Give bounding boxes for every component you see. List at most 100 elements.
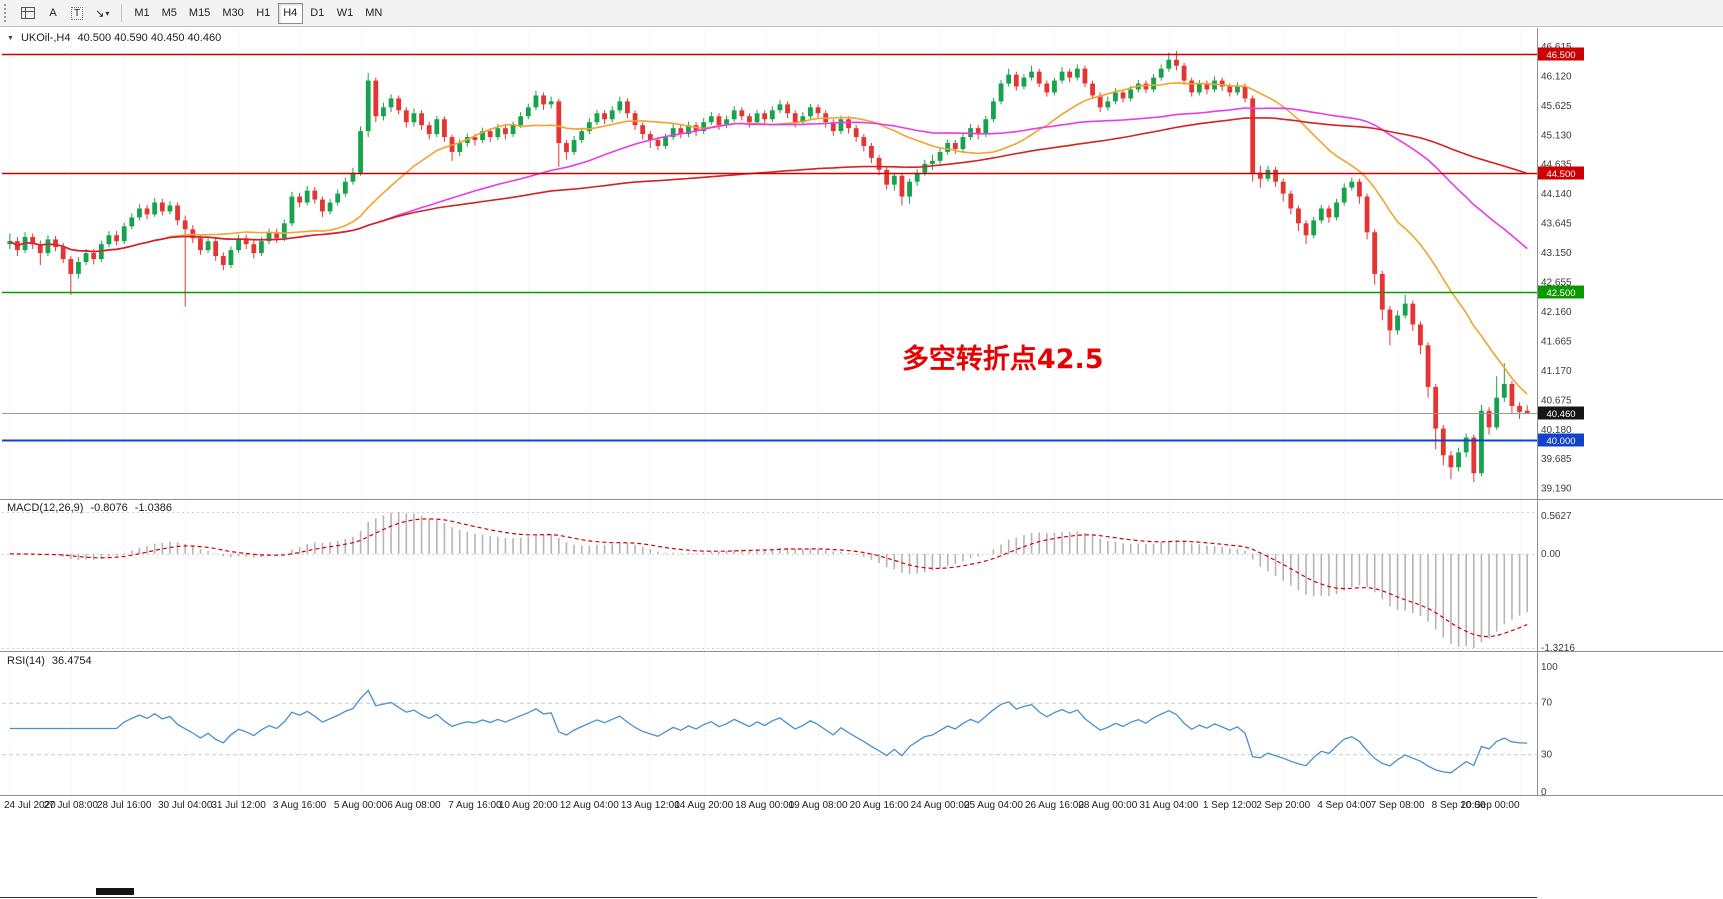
svg-text:28 Jul 16:00: 28 Jul 16:00 bbox=[97, 800, 152, 811]
svg-text:41.170: 41.170 bbox=[1541, 366, 1572, 377]
svg-text:13 Aug 12:00: 13 Aug 12:00 bbox=[621, 800, 680, 811]
text-label-icon: T bbox=[71, 6, 84, 20]
svg-text:8 Sep 20:00: 8 Sep 20:00 bbox=[1432, 800, 1486, 811]
svg-text:40.180: 40.180 bbox=[1541, 425, 1572, 436]
svg-text:41.665: 41.665 bbox=[1541, 336, 1572, 347]
svg-text:7 Aug 16:00: 7 Aug 16:00 bbox=[448, 800, 502, 811]
svg-text:46.500: 46.500 bbox=[1546, 50, 1575, 61]
grid-lines bbox=[10, 30, 1521, 795]
macd-signal-value: -1.0386 bbox=[134, 502, 173, 514]
svg-text:44.635: 44.635 bbox=[1541, 160, 1572, 171]
svg-text:42.160: 42.160 bbox=[1541, 307, 1572, 318]
svg-text:7 Sep 08:00: 7 Sep 08:00 bbox=[1371, 800, 1425, 811]
svg-text:14 Aug 20:00: 14 Aug 20:00 bbox=[674, 800, 733, 811]
text-tool-button[interactable]: A bbox=[42, 3, 64, 24]
svg-text:31 Aug 04:00: 31 Aug 04:00 bbox=[1139, 800, 1198, 811]
chart-annotation[interactable]: 多空转折点42.5 bbox=[901, 344, 1104, 376]
symbol-timeframe-label: UKOil-,H4 bbox=[20, 32, 71, 44]
svg-text:45.130: 45.130 bbox=[1541, 130, 1572, 141]
timeframe-m5[interactable]: M5 bbox=[157, 3, 182, 24]
svg-text:12 Aug 04:00: 12 Aug 04:00 bbox=[560, 800, 619, 811]
toolbar-separator bbox=[121, 4, 123, 22]
svg-text:45.625: 45.625 bbox=[1541, 101, 1572, 112]
timeframe-d1[interactable]: D1 bbox=[305, 3, 330, 24]
svg-text:100: 100 bbox=[1541, 662, 1558, 673]
svg-text:10 Aug 20:00: 10 Aug 20:00 bbox=[499, 800, 558, 811]
h-scrollbar-baseline bbox=[0, 897, 1537, 898]
macd-signal-line bbox=[9, 518, 1528, 638]
svg-text:40.675: 40.675 bbox=[1541, 395, 1572, 406]
svg-text:19 Aug 08:00: 19 Aug 08:00 bbox=[789, 800, 848, 811]
timeframe-m1[interactable]: M1 bbox=[129, 3, 154, 24]
svg-text:18 Aug 00:00: 18 Aug 00:00 bbox=[735, 800, 794, 811]
price-scale-labels: 46.615 46.120 45.625 45.130 44.635 44.140 43.6… bbox=[1541, 42, 1572, 495]
svg-text:1 Sep 12:00: 1 Sep 12:00 bbox=[1203, 800, 1257, 811]
rsi-name: RSI(14) bbox=[7, 655, 45, 667]
svg-text:26 Aug 16:00: 26 Aug 16:00 bbox=[1025, 800, 1084, 811]
svg-text:40.000: 40.000 bbox=[1546, 436, 1575, 447]
collapse-triangle-icon[interactable]: ▼ bbox=[7, 34, 14, 42]
ohlc-values-label: 40.500 40.590 40.450 40.460 bbox=[77, 32, 222, 44]
h-scrollbar-track bbox=[0, 885, 1537, 899]
svg-text:70: 70 bbox=[1541, 698, 1553, 709]
timeframe-m15[interactable]: M15 bbox=[184, 3, 215, 24]
timeframe-mn[interactable]: MN bbox=[360, 3, 387, 24]
price-tag bbox=[1538, 166, 1584, 180]
svg-text:27 Jul 08:00: 27 Jul 08:00 bbox=[44, 800, 99, 811]
svg-text:5 Aug 00:00: 5 Aug 00:00 bbox=[334, 800, 388, 811]
timeframe-m30[interactable]: M30 bbox=[217, 3, 248, 24]
rsi-value: 36.4754 bbox=[51, 655, 92, 667]
ma-mid-magenta bbox=[9, 107, 1528, 253]
chart-title: ▼ UKOil-,H4 40.500 40.590 40.450 40.460 bbox=[7, 32, 221, 44]
svg-text:31 Jul 12:00: 31 Jul 12:00 bbox=[211, 800, 266, 811]
macd-indicator-label: MACD(12,26,9) -0.8076 -1.0386 bbox=[7, 502, 172, 514]
macd-name: MACD(12,26,9) bbox=[7, 502, 84, 514]
price-tag bbox=[1538, 285, 1584, 299]
grid-icon bbox=[21, 7, 35, 19]
rsi-indicator-label: RSI(14) 36.4754 bbox=[7, 655, 92, 667]
svg-text:30: 30 bbox=[1541, 749, 1553, 760]
macd-main-value: -0.8076 bbox=[90, 502, 128, 514]
svg-text:44.140: 44.140 bbox=[1541, 189, 1572, 200]
timeframe-h4[interactable]: H4 bbox=[277, 2, 303, 24]
svg-text:0: 0 bbox=[1541, 787, 1547, 798]
svg-text:-1.3216: -1.3216 bbox=[1541, 643, 1575, 654]
svg-text:39.190: 39.190 bbox=[1541, 484, 1572, 495]
svg-text:10 Sep 00:00: 10 Sep 00:00 bbox=[1460, 800, 1520, 811]
svg-text:24 Aug 00:00: 24 Aug 00:00 bbox=[911, 800, 970, 811]
svg-text:4 Sep 04:00: 4 Sep 04:00 bbox=[1317, 800, 1371, 811]
svg-text:42.655: 42.655 bbox=[1541, 278, 1572, 289]
svg-text:0.5627: 0.5627 bbox=[1541, 511, 1572, 522]
toolbar-grip[interactable] bbox=[4, 4, 10, 22]
svg-text:43.150: 43.150 bbox=[1541, 248, 1572, 259]
svg-text:25 Aug 04:00: 25 Aug 04:00 bbox=[964, 800, 1023, 811]
timeframe-h1[interactable]: H1 bbox=[251, 3, 276, 24]
arrow-icon: ↘ bbox=[95, 7, 105, 20]
ma-slow-red bbox=[9, 117, 1528, 253]
svg-text:44.500: 44.500 bbox=[1546, 169, 1575, 180]
h-scrollbar-thumb[interactable] bbox=[96, 888, 134, 895]
price-tag bbox=[1538, 433, 1584, 447]
price-tag bbox=[1538, 406, 1584, 420]
grid-tool-button[interactable] bbox=[16, 3, 40, 24]
candlestick-series bbox=[7, 50, 1530, 483]
svg-text:30 Jul 04:00: 30 Jul 04:00 bbox=[158, 800, 213, 811]
svg-text:20 Aug 16:00: 20 Aug 16:00 bbox=[850, 800, 909, 811]
svg-text:0.00: 0.00 bbox=[1541, 549, 1561, 560]
rsi-line bbox=[9, 689, 1528, 774]
svg-text:6 Aug 08:00: 6 Aug 08:00 bbox=[387, 800, 441, 811]
svg-text:40.460: 40.460 bbox=[1546, 409, 1575, 420]
arrows-tool-button[interactable]: ↘ ▾ bbox=[90, 3, 114, 24]
svg-text:2 Sep 20:00: 2 Sep 20:00 bbox=[1256, 800, 1310, 811]
timeframe-w1[interactable]: W1 bbox=[332, 3, 359, 24]
svg-text:39.685: 39.685 bbox=[1541, 454, 1572, 465]
price-tag bbox=[1538, 47, 1584, 61]
svg-text:42.500: 42.500 bbox=[1546, 288, 1575, 299]
macd-histogram bbox=[16, 512, 1528, 648]
text-label-tool-button[interactable]: T bbox=[66, 3, 88, 24]
svg-text:43.645: 43.645 bbox=[1541, 219, 1572, 230]
svg-text:46.120: 46.120 bbox=[1541, 71, 1572, 82]
